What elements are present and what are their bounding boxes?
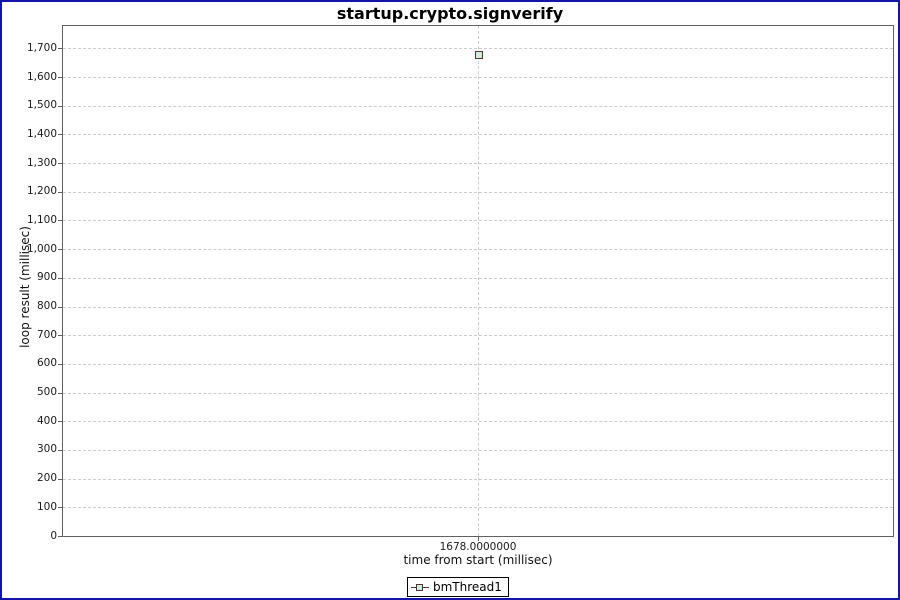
y-tick-mark <box>58 77 62 79</box>
y-tick-mark <box>58 507 62 509</box>
chart-title: startup.crypto.signverify <box>336 4 564 23</box>
y-tick-mark <box>58 134 62 136</box>
y-tick-label: 1,700 <box>26 41 57 54</box>
y-tick-mark <box>58 421 62 423</box>
x-tick-mark <box>478 537 479 541</box>
x-axis-title: time from start (millisec) <box>403 553 553 567</box>
data-point-marker[interactable] <box>474 51 483 60</box>
y-tick-mark <box>58 277 62 279</box>
legend-series-marker-icon <box>411 583 429 592</box>
y-tick-mark <box>58 105 62 107</box>
legend-square-icon <box>416 583 423 591</box>
y-tick-mark <box>58 536 62 537</box>
y-tick-mark <box>58 306 62 308</box>
y-tick-mark <box>58 478 62 480</box>
y-tick-label: 800 <box>36 300 57 313</box>
y-tick-label: 1,100 <box>26 213 57 226</box>
y-tick-label: 600 <box>36 357 57 370</box>
y-tick-label: 100 <box>36 500 57 513</box>
y-tick-label: 1,300 <box>26 156 57 169</box>
y-tick-mark <box>58 163 62 165</box>
y-tick-label: 200 <box>36 472 57 485</box>
y-tick-label: 1,600 <box>26 70 57 83</box>
plot-area[interactable] <box>62 25 894 537</box>
y-tick-mark <box>58 191 62 193</box>
legend-item-label: bmThread1 <box>433 580 502 594</box>
y-tick-label: 700 <box>36 328 57 341</box>
x-tick-label: 1678.0000000 <box>439 541 517 553</box>
y-tick-mark <box>58 449 62 451</box>
y-tick-mark <box>58 392 62 394</box>
y-tick-label: 400 <box>36 414 57 427</box>
y-tick-mark <box>58 48 62 50</box>
y-tick-label: 1,200 <box>26 185 57 198</box>
y-tick-mark <box>58 363 62 365</box>
y-tick-label: 1,000 <box>26 242 57 255</box>
y-tick-label: 1,500 <box>26 99 57 112</box>
y-tick-label: 900 <box>36 271 57 284</box>
y-tick-mark <box>58 335 62 337</box>
y-tick-label: 500 <box>36 386 57 399</box>
y-tick-label: 0 <box>50 529 57 542</box>
v-gridline <box>478 26 479 536</box>
y-tick-mark <box>58 249 62 251</box>
y-tick-label: 300 <box>36 443 57 456</box>
y-tick-label: 1,400 <box>26 127 57 140</box>
y-tick-mark <box>58 220 62 222</box>
legend-box: bmThread1 <box>407 577 509 597</box>
